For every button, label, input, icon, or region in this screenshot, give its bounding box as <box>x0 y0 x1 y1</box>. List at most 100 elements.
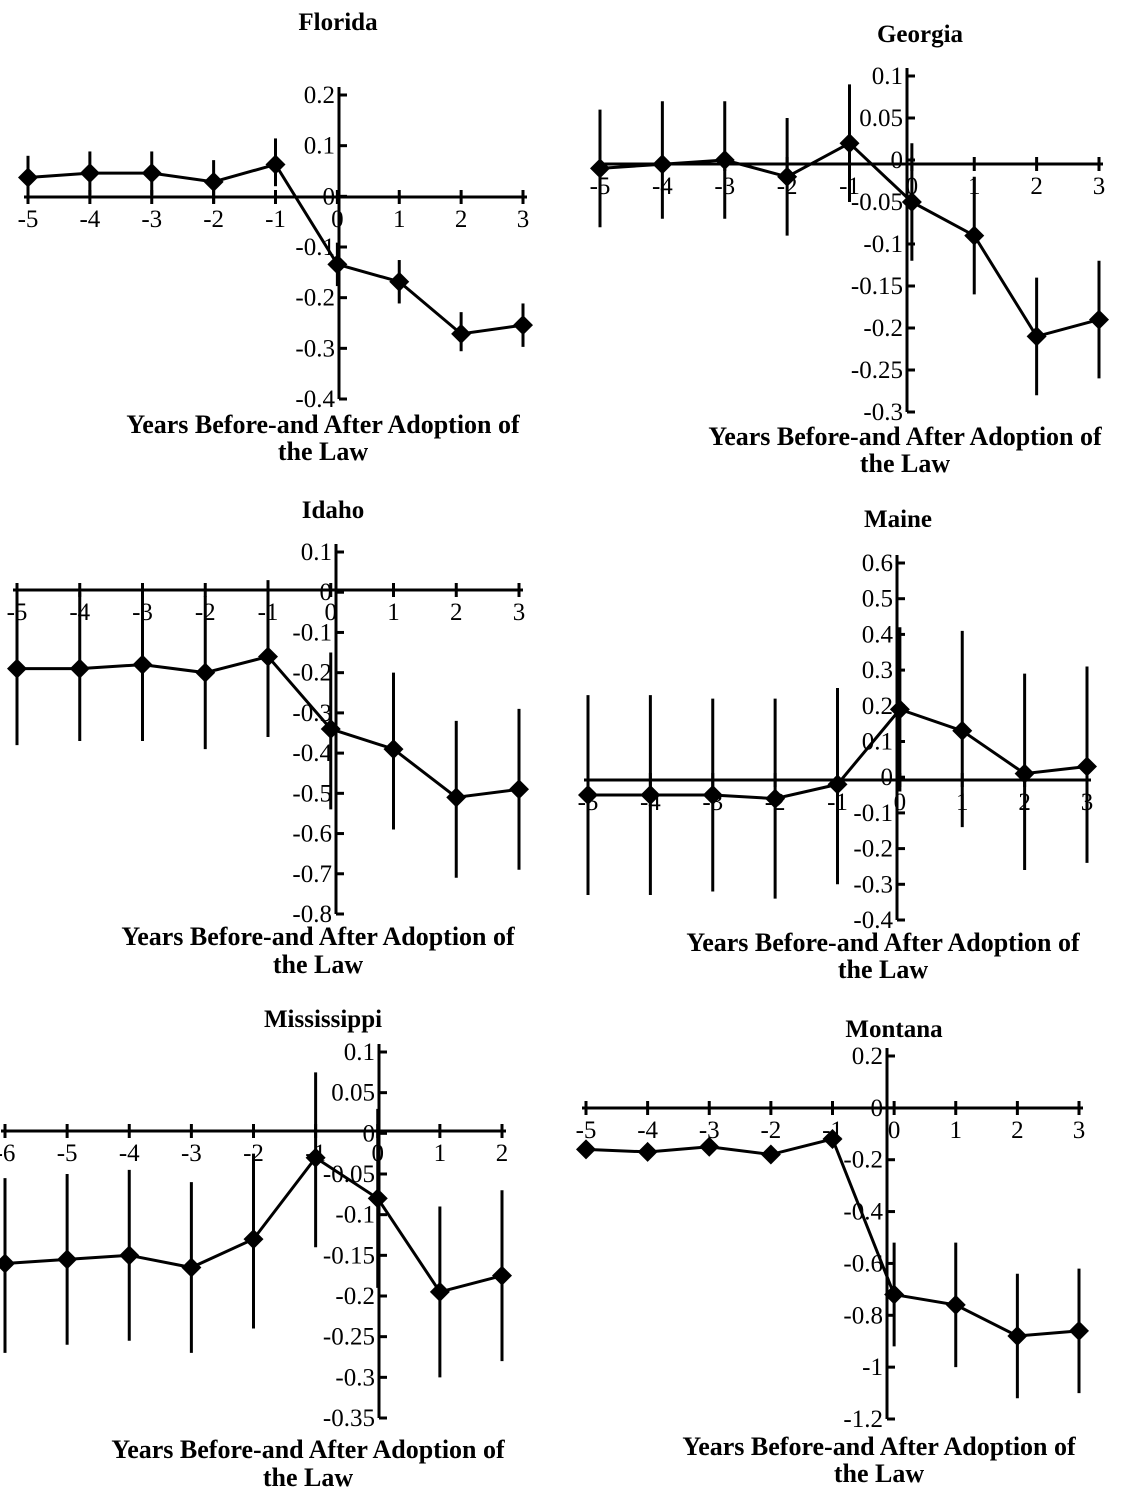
data-point-marker <box>79 163 100 184</box>
panel-mississippi: Mississippi-6-5-4-3-2-10120.10.050-0.05-… <box>0 1006 512 1492</box>
x-tick-label: -4 <box>637 1117 658 1144</box>
y-tick-label: 0 <box>871 1095 884 1122</box>
y-tick-label: -0.05 <box>851 189 903 216</box>
x-tick-label: 0 <box>888 1117 901 1144</box>
data-point-marker <box>640 785 661 806</box>
data-point-marker <box>1014 763 1035 784</box>
data-point-marker <box>203 171 224 192</box>
y-tick-label: -0.25 <box>323 1324 375 1351</box>
data-point-marker <box>132 654 153 675</box>
data-point-marker <box>265 154 286 175</box>
data-point-marker <box>765 788 786 809</box>
y-tick-label: -0.2 <box>335 1283 375 1310</box>
y-tick-label: 0 <box>363 1120 376 1147</box>
data-point-marker <box>57 1249 78 1270</box>
y-tick-label: 0.05 <box>859 105 903 132</box>
panel-maine: Maine-5-4-3-2-101230.60.50.40.30.20.10-0… <box>578 506 1097 984</box>
data-point-marker <box>0 1253 15 1274</box>
y-tick-label: -0.15 <box>323 1242 375 1269</box>
y-tick-label: 0.2 <box>862 693 893 720</box>
data-point-marker <box>590 158 610 179</box>
panel-idaho: Idaho-5-4-3-2-101230.10-0.1-0.2-0.3-0.4-… <box>7 497 529 979</box>
x-tick-label: -3 <box>699 1117 720 1144</box>
series-line <box>585 1137 1080 1338</box>
data-point-marker <box>901 192 922 212</box>
data-point-marker <box>195 662 216 683</box>
data-point-marker <box>760 1144 781 1165</box>
y-tick-label: -1 <box>862 1354 883 1381</box>
y-tick-label: -0.7 <box>292 861 332 888</box>
data-point-marker <box>513 315 533 336</box>
y-tick-label: -0.3 <box>335 1364 375 1391</box>
data-point-marker <box>383 739 404 760</box>
data-point-marker <box>1007 1326 1028 1347</box>
x-tick-label: 2 <box>450 599 463 626</box>
y-tick-label: -0.1 <box>853 800 893 827</box>
y-tick-label: 0.1 <box>872 63 903 90</box>
y-tick-label: -0.8 <box>843 1302 883 1329</box>
data-point-marker <box>320 718 341 739</box>
data-point-marker <box>964 225 985 246</box>
x-tick-label: 1 <box>950 1117 963 1144</box>
y-tick-label: 0.1 <box>301 539 332 566</box>
data-point-marker <box>69 658 90 679</box>
data-point-marker <box>181 1257 202 1278</box>
y-tick-label: -0.5 <box>292 780 332 807</box>
y-tick-label: -0.35 <box>323 1405 375 1432</box>
data-point-marker <box>305 1147 326 1168</box>
data-point-marker <box>702 785 723 806</box>
data-point-marker <box>827 774 848 795</box>
y-tick-label: 0 <box>323 183 336 210</box>
y-tick-label: 0.4 <box>862 621 894 648</box>
x-tick-label: 3 <box>1073 1117 1086 1144</box>
y-tick-label: -0.2 <box>295 285 335 312</box>
panel-georgia: Georgia-5-4-3-2-101230.10.050-0.05-0.1-0… <box>590 21 1109 478</box>
y-tick-label: -0.3 <box>295 335 335 362</box>
x-tick-label: 2 <box>496 1140 509 1167</box>
data-point-marker <box>637 1141 658 1162</box>
chart-title: Montana <box>845 1016 943 1043</box>
y-tick-label: -0.3 <box>853 871 893 898</box>
y-tick-label: -0.4 <box>843 1199 883 1226</box>
y-tick-label: 0.6 <box>862 550 893 577</box>
y-tick-label: 0 <box>320 579 333 606</box>
x-tick-label: 0 <box>894 789 907 816</box>
data-point-marker <box>492 1265 512 1286</box>
data-point-marker <box>119 1245 140 1266</box>
data-point-marker <box>1077 756 1097 777</box>
data-point-marker <box>389 271 410 292</box>
x-tick-label: -4 <box>119 1140 140 1167</box>
series-line <box>27 162 524 336</box>
data-point-marker <box>1026 326 1047 347</box>
x-tick-label: -5 <box>18 206 39 233</box>
y-tick-label: -0.2 <box>853 836 893 863</box>
y-tick-label: 0.2 <box>304 82 335 109</box>
data-point-marker <box>7 658 27 679</box>
x-tick-label: -2 <box>203 206 224 233</box>
data-point-marker <box>429 1281 450 1302</box>
panel-montana: Montana-5-4-3-2-101230.20-0.2-0.4-0.6-0.… <box>576 1016 1089 1488</box>
x-tick-label: 2 <box>1030 173 1043 200</box>
y-tick-label: 0.05 <box>331 1080 375 1107</box>
data-point-marker <box>889 699 910 720</box>
y-tick-label: -0.2 <box>863 315 903 342</box>
data-point-marker <box>258 646 278 667</box>
x-axis-label: Years Before-and After Adoption of the La… <box>708 422 1102 478</box>
data-point-marker <box>1089 309 1109 330</box>
data-point-marker <box>777 166 798 187</box>
y-tick-label: -0.8 <box>292 901 332 928</box>
y-tick-label: -0.1 <box>295 234 335 261</box>
data-point-marker <box>822 1128 843 1149</box>
data-point-marker <box>884 1284 905 1305</box>
x-tick-label: -5 <box>57 1140 78 1167</box>
y-tick-label: -0.2 <box>843 1147 883 1174</box>
data-point-marker <box>652 154 673 175</box>
data-point-marker <box>327 254 348 275</box>
x-axis-label: Years Before-and After Adoption of the La… <box>126 410 520 466</box>
data-point-marker <box>714 150 735 170</box>
data-point-marker <box>576 1139 596 1160</box>
y-tick-label: -0.3 <box>863 399 903 426</box>
x-tick-label: 3 <box>513 599 526 626</box>
x-tick-label: 0 <box>331 206 344 233</box>
